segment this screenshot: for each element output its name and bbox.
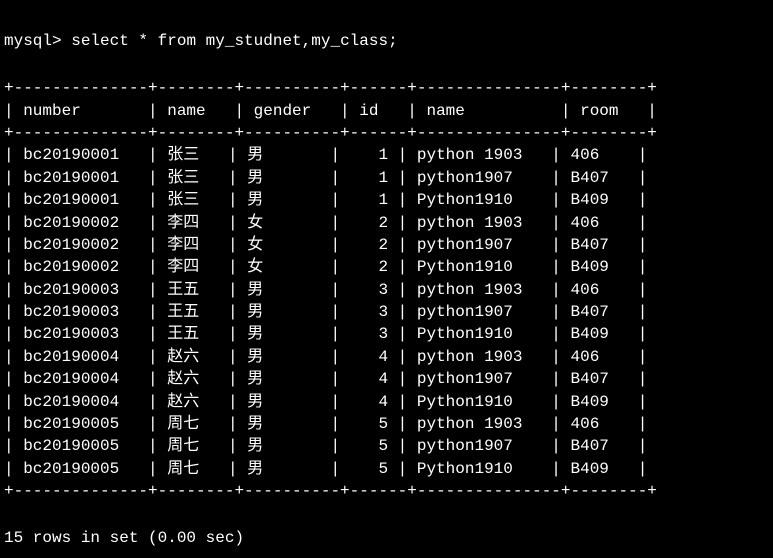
table-row: | bc20190002 | 李四 | 女 | 2 | python 1903 … [4, 212, 769, 234]
table-row: | bc20190003 | 王五 | 男 | 3 | python1907 |… [4, 301, 769, 323]
mysql-prompt: mysql> [4, 32, 62, 50]
table-row: | bc20190003 | 王五 | 男 | 3 | python 1903 … [4, 279, 769, 301]
table-row: | bc20190005 | 周七 | 男 | 5 | python 1903 … [4, 413, 769, 435]
table-row: | bc20190001 | 张三 | 男 | 1 | python1907 |… [4, 167, 769, 189]
table-row: +--------------+--------+----------+----… [4, 480, 769, 502]
result-summary: 15 rows in set (0.00 sec) [4, 527, 769, 549]
table-row: | bc20190001 | 张三 | 男 | 1 | python 1903 … [4, 144, 769, 166]
table-row: | bc20190002 | 李四 | 女 | 2 | python1907 |… [4, 234, 769, 256]
prompt-line: mysql> select * from my_studnet,my_class… [4, 30, 769, 52]
sql-query: select * from my_studnet,my_class; [71, 32, 397, 50]
table-row: | bc20190003 | 王五 | 男 | 3 | Python1910 |… [4, 323, 769, 345]
table-row: | bc20190005 | 周七 | 男 | 5 | Python1910 |… [4, 458, 769, 480]
table-row: | bc20190004 | 赵六 | 男 | 4 | python1907 |… [4, 368, 769, 390]
table-row: | bc20190001 | 张三 | 男 | 1 | Python1910 |… [4, 189, 769, 211]
table-row: | bc20190005 | 周七 | 男 | 5 | python1907 |… [4, 435, 769, 457]
result-table: +--------------+--------+----------+----… [4, 77, 769, 502]
table-row: +--------------+--------+----------+----… [4, 77, 769, 99]
terminal-output: mysql> select * from my_studnet,my_class… [0, 0, 773, 558]
table-row: | number | name | gender | id | name | r… [4, 100, 769, 122]
table-row: | bc20190004 | 赵六 | 男 | 4 | Python1910 |… [4, 391, 769, 413]
table-row: +--------------+--------+----------+----… [4, 122, 769, 144]
table-row: | bc20190004 | 赵六 | 男 | 4 | python 1903 … [4, 346, 769, 368]
table-row: | bc20190002 | 李四 | 女 | 2 | Python1910 |… [4, 256, 769, 278]
